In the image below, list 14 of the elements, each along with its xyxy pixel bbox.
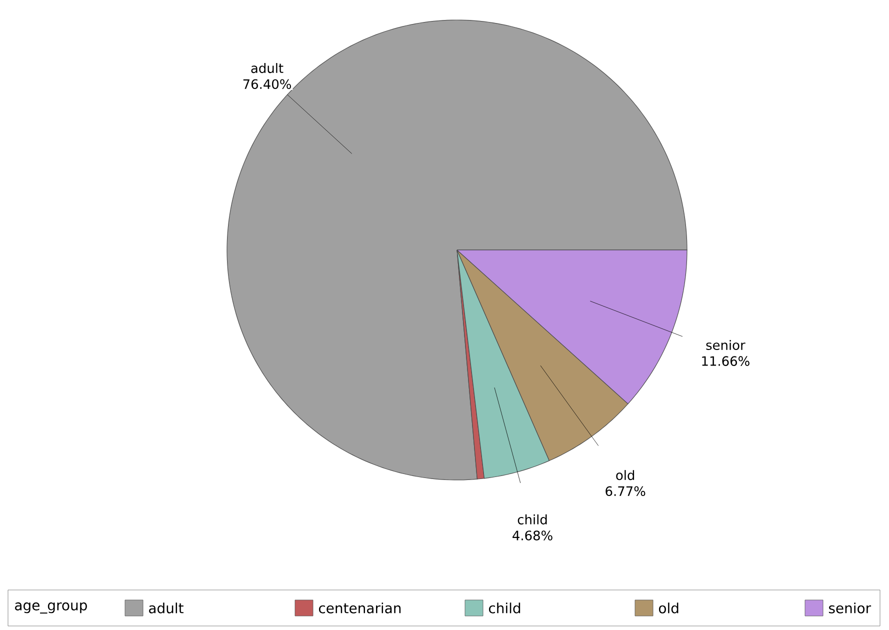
slice-label: child xyxy=(518,514,547,524)
data-label: 4.68% xyxy=(512,530,552,540)
legend-label: senior xyxy=(828,602,872,614)
slice-label: adult xyxy=(251,63,284,74)
legend-label: child xyxy=(488,602,520,614)
legend-label: adult xyxy=(149,602,184,614)
slice-label: senior xyxy=(706,340,746,350)
data-label: 6.77% xyxy=(606,486,646,496)
data-label: 11.66% xyxy=(702,356,750,366)
slice-label: old xyxy=(616,470,634,480)
legend-label: old xyxy=(658,602,678,614)
data-label: 76.40% xyxy=(243,79,291,90)
legend-title: age_group xyxy=(15,602,87,614)
legend-label: centenarian xyxy=(318,602,401,614)
